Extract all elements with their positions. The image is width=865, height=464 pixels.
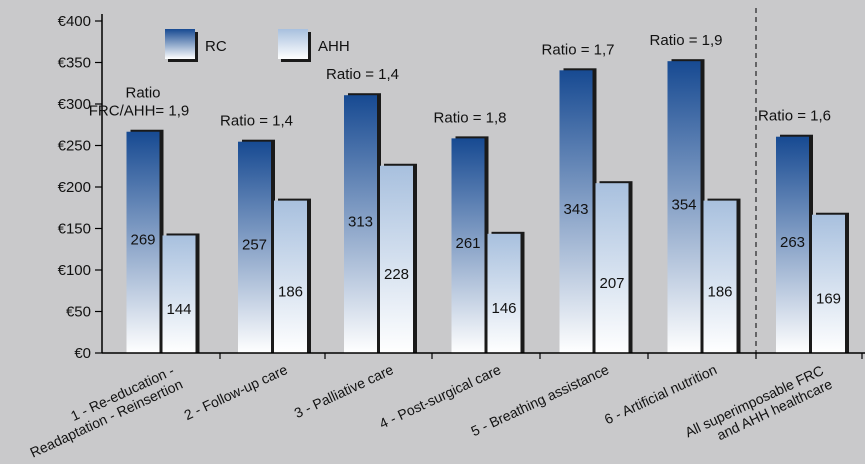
data-label-ahh-2: 186 — [278, 284, 303, 301]
category-label-3: 3 - Palliative care — [292, 361, 396, 421]
ratio-label-7: Ratio = 1,6 — [758, 108, 831, 125]
bar-ahh-4 — [487, 233, 521, 353]
legend-label-rc: RC — [205, 38, 227, 55]
legend-label-ahh: AHH — [318, 38, 350, 55]
bars-layer — [126, 59, 849, 354]
legend-swatch-rc — [165, 29, 195, 59]
data-label-ahh-7: 169 — [816, 291, 841, 308]
bar-rc-6 — [667, 61, 701, 354]
legend: RC AHH — [165, 29, 350, 62]
bar-ahh-1 — [162, 235, 196, 353]
bar-ahh-7 — [812, 214, 845, 353]
y-tick-label-100: €100 — [58, 262, 91, 279]
data-label-rc-1: 269 — [130, 232, 155, 249]
data-label-ahh-1: 144 — [166, 301, 191, 318]
data-label-ahh-3: 228 — [384, 266, 409, 283]
ratio-label-4: Ratio = 1,8 — [434, 109, 507, 126]
data-label-rc-4: 261 — [455, 235, 480, 252]
bar-rc-3 — [344, 95, 377, 354]
bar-rc-5 — [559, 70, 593, 353]
ratio-label-6: Ratio = 1,9 — [650, 32, 723, 49]
bar-ahh-6 — [703, 200, 737, 353]
legend-swatch-ahh — [278, 29, 308, 59]
category-label-1: 1 - Re-education -Readaptation - Reinser… — [21, 361, 185, 460]
bar-rc-4 — [451, 138, 485, 353]
data-label-ahh-4: 146 — [491, 300, 516, 317]
data-label-rc-3: 313 — [348, 213, 373, 230]
y-tick-label-0: €0 — [74, 345, 91, 362]
ratio-label-3: Ratio = 1,4 — [326, 66, 399, 83]
data-label-rc-6: 354 — [671, 196, 696, 213]
ratio-label-5: Ratio = 1,7 — [542, 41, 615, 58]
ratio-label-1: Ratio FRC/AHH= 1,9 — [89, 85, 189, 120]
bar-rc-1 — [126, 131, 160, 353]
y-tick-label-400: €400 — [58, 13, 91, 30]
data-label-rc-5: 343 — [563, 201, 588, 218]
bar-ahh-2 — [274, 200, 307, 353]
data-label-ahh-6: 186 — [707, 284, 732, 301]
bar-ahh-5 — [595, 183, 629, 353]
data-label-ahh-5: 207 — [599, 275, 624, 292]
axes-layer — [95, 8, 865, 359]
y-tick-label-350: €350 — [58, 55, 91, 72]
y-tick-label-200: €200 — [58, 179, 91, 196]
data-label-rc-7: 263 — [780, 234, 805, 251]
bar-rc-7 — [776, 136, 809, 353]
y-tick-label-50: €50 — [66, 304, 91, 321]
category-label-2: 2 - Follow-up care — [181, 361, 289, 423]
ratio-label-2: Ratio = 1,4 — [220, 113, 293, 130]
y-tick-label-300: €300 — [58, 96, 91, 113]
bar-rc-2 — [238, 141, 271, 353]
data-label-rc-2: 257 — [242, 237, 267, 254]
bar-ahh-3 — [380, 165, 413, 353]
y-tick-label-150: €150 — [58, 221, 91, 238]
y-tick-label-250: €250 — [58, 138, 91, 155]
